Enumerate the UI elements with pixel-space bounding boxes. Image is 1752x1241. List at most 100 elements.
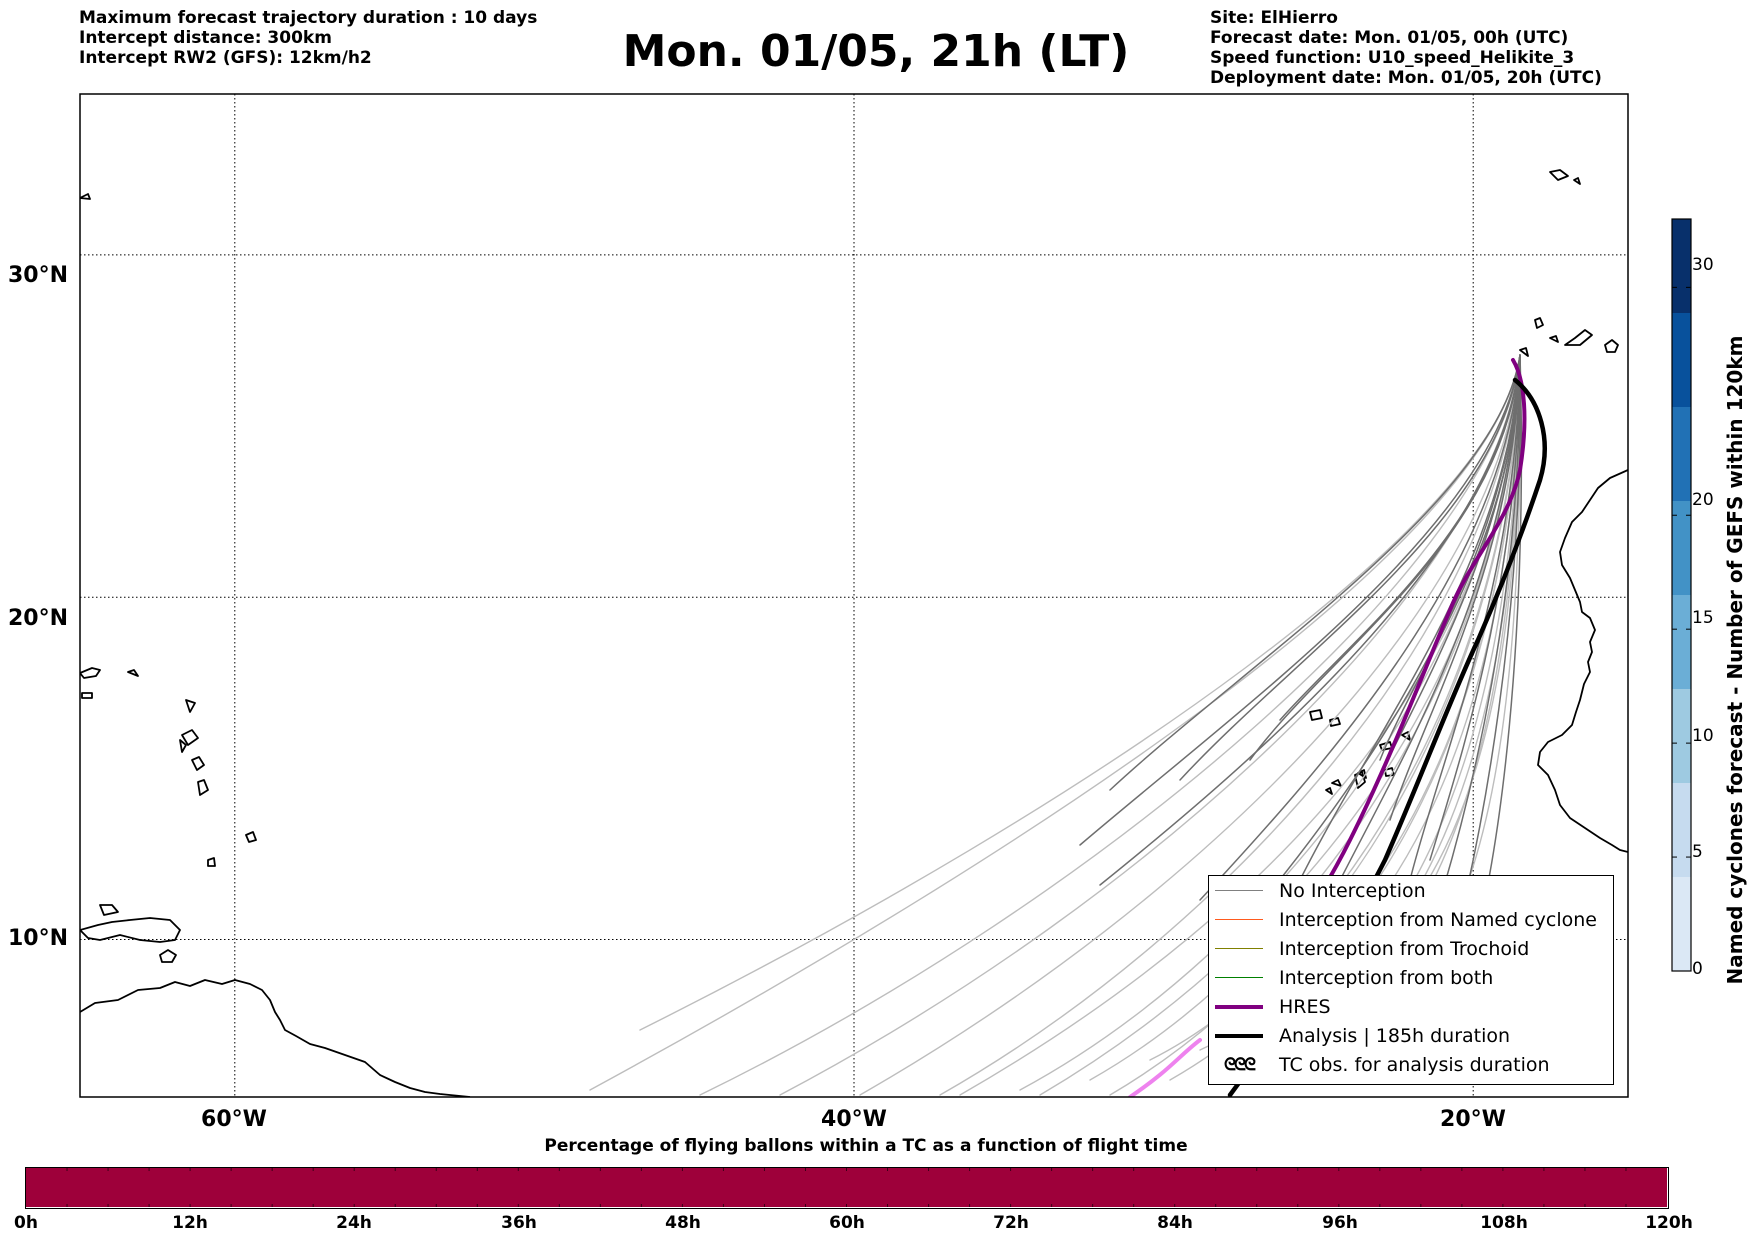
cape-verde-brava: [1325, 787, 1333, 795]
trajectory-gefs-member: [1329, 354, 1521, 901]
bottom-tick-label: 0h: [14, 1213, 38, 1233]
trajectory-gefs-member: [1199, 354, 1521, 901]
tc-percentage-fill: [26, 1168, 1667, 1207]
madeira-porto-santo: [1573, 177, 1581, 185]
trajectory-gefs-member: [1179, 354, 1521, 781]
trajectory-gefs-member: [1099, 354, 1521, 886]
colorbar-segment: [1672, 689, 1691, 783]
header-info-line: Intercept distance: 300km: [79, 28, 332, 48]
hres-late-segment: [1128, 1038, 1202, 1097]
legend-item-trochoid: Interception from Trochoid: [1215, 934, 1529, 963]
canary-tenerife: [1564, 329, 1593, 346]
trajectory-gefs-member: [1409, 354, 1521, 881]
lat-label-20n: 20°N: [8, 606, 69, 631]
canary-gran-canaria: [1604, 339, 1619, 353]
legend-swatch: [1215, 977, 1263, 978]
legend-item-hres: HRES: [1215, 992, 1331, 1021]
legend-item-named-cyclone: Interception from Named cyclone: [1215, 905, 1597, 934]
legend-swatch: [1215, 948, 1263, 949]
legend-label: HRES: [1279, 995, 1331, 1018]
legend-item-analysis: Analysis | 185h duration: [1215, 1021, 1510, 1050]
lesser-antilles-dominica: [191, 756, 205, 771]
colorbar-frame: [1671, 218, 1692, 972]
cuba-tip: [80, 193, 91, 200]
colorbar-title: Named cyclones forecast - Number of GEFS…: [1723, 335, 1747, 985]
lon-label-40w: 40°W: [821, 1107, 887, 1132]
speed-function-line: Speed function: U10_speed_Helikite_3: [1210, 48, 1575, 68]
bottom-tick-label: 36h: [501, 1213, 537, 1233]
trajectory-gefs-member: [1379, 354, 1521, 761]
bottom-tick-label: 60h: [829, 1213, 865, 1233]
bottom-bar-title: Percentage of flying ballons within a TC…: [544, 1136, 1188, 1156]
tc-percentage-bar: [25, 1167, 1669, 1209]
map-frame: [79, 93, 1629, 1098]
forecast-date-line: Forecast date: Mon. 01/05, 00h (UTC): [1210, 28, 1569, 48]
trajectory-no-interception: [699, 354, 1521, 1096]
aruba-curacao: [99, 904, 119, 916]
colorbar-segment: [1672, 783, 1691, 877]
site-line: Site: ElHierro: [1210, 8, 1338, 28]
canary-la-gomera: [1549, 335, 1559, 343]
cape-verde-santo-antao: [1309, 709, 1323, 721]
colorbar-segment: [1672, 501, 1691, 595]
trajectory-gefs-member: [1439, 354, 1521, 901]
colorbar-segment: [1672, 313, 1691, 407]
bahamas-islet: [81, 692, 93, 699]
trajectory-no-interception: [859, 354, 1521, 1096]
lesser-antilles-martinique: [197, 779, 209, 796]
header-info-right: Site: ElHierro Forecast date: Mon. 01/05…: [1210, 8, 1602, 88]
trajectory-gefs-member: [1389, 354, 1521, 821]
lon-label-20w: 20°W: [1440, 1107, 1506, 1132]
virgin-islands: [127, 669, 139, 677]
colorbar-tick-label: 5: [1692, 842, 1703, 862]
lesser-antilles-antigua: [185, 699, 196, 713]
bottom-tick-label: 24h: [336, 1213, 372, 1233]
africa-coast: [1537, 469, 1628, 853]
lat-label-10n: 10°N: [8, 926, 69, 951]
legend-label: Interception from Trochoid: [1279, 937, 1530, 960]
legend-label: Analysis | 185h duration: [1279, 1024, 1511, 1047]
madeira: [1549, 169, 1569, 181]
colorbar-segment: [1672, 407, 1691, 501]
lon-label-60w: 60°W: [201, 1107, 267, 1132]
lesser-antilles-st-kitts: [245, 831, 257, 843]
trajectory-gefs-member: [1109, 354, 1521, 791]
bottom-tick-label: 48h: [665, 1213, 701, 1233]
header-info-line: Intercept RW2 (GFS): 12km/h2: [79, 48, 372, 68]
bottom-tick-label: 12h: [172, 1213, 208, 1233]
coastlines: [80, 169, 1628, 1097]
bottom-tick-label: 108h: [1480, 1213, 1528, 1233]
bottom-tick-label: 96h: [1322, 1213, 1358, 1233]
colorbar-tick-label: 30: [1692, 255, 1714, 275]
lesser-antilles-guadeloupe: [181, 729, 199, 746]
legend-label: No Interception: [1279, 879, 1426, 902]
venezuela-peninsula: [80, 917, 181, 943]
colorbar-segment: [1672, 219, 1691, 313]
trajectory-gefs-member: [1429, 354, 1521, 861]
tc-percentage-bar-fill: [26, 1168, 1667, 1207]
legend-swatch: [1215, 1004, 1263, 1009]
colorbar-tick-label: 15: [1692, 608, 1714, 628]
trajectory-no-interception: [939, 354, 1521, 1096]
colorbar-segment: [1672, 595, 1691, 689]
cape-verde-fogo: [1331, 779, 1342, 787]
legend-item-no-interception: No Interception: [1215, 876, 1426, 905]
deployment-date-line: Deployment date: Mon. 01/05, 20h (UTC): [1210, 68, 1602, 88]
tc-symbol-icon: ᘓᘓᘓ: [1224, 1054, 1256, 1075]
legend-label: Interception from both: [1279, 966, 1494, 989]
legend-label: TC obs. for analysis duration: [1279, 1053, 1550, 1076]
trajectory-gefs-member: [1279, 354, 1521, 721]
bottom-tick-label: 120h: [1645, 1213, 1693, 1233]
lat-label-30n: 30°N: [8, 263, 69, 288]
legend-swatch: [1215, 919, 1263, 920]
canary-el-hierro: [1519, 347, 1529, 357]
trinidad-island: [159, 949, 177, 963]
trajectory-gefs-member: [1079, 354, 1521, 846]
colorbar-tick-label: 20: [1692, 490, 1714, 510]
lesser-antilles-barbuda: [179, 739, 187, 753]
legend-item-both: Interception from both: [1215, 963, 1493, 992]
colorbar-tick-label: 0: [1692, 959, 1703, 979]
header-info-left: Maximum forecast trajectory duration : 1…: [79, 8, 537, 68]
lesser-antilles-grenada: [207, 857, 216, 867]
canary-la-palma: [1534, 317, 1544, 329]
